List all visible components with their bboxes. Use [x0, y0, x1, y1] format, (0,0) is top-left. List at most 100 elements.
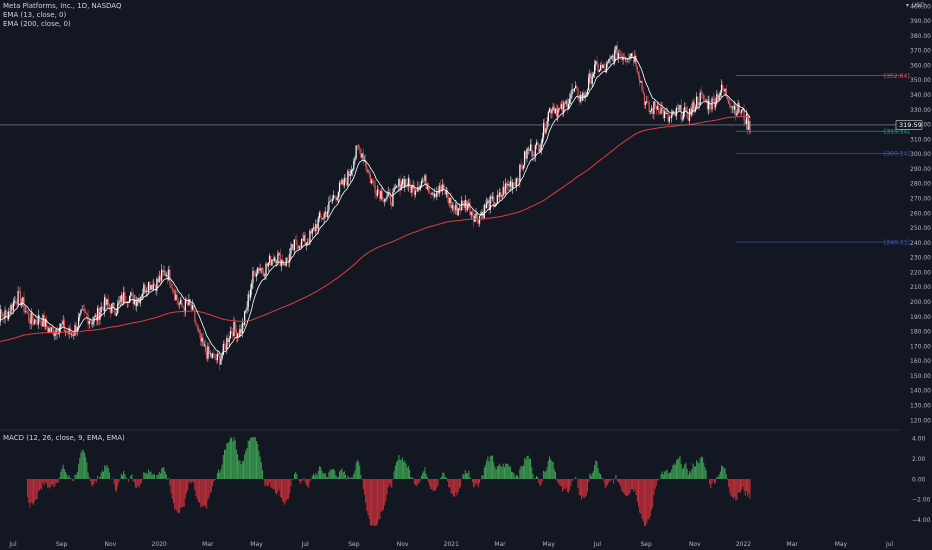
- macd-bar: [352, 477, 354, 479]
- candle-body: [268, 255, 271, 263]
- price-axis[interactable]: 400.00 390.00 380.00 370.00 360.00 350.00 340.…: [910, 3, 931, 424]
- candle-body: [118, 301, 120, 304]
- candle-body: [185, 300, 188, 304]
- candle-body: [687, 118, 689, 121]
- candle-body: [353, 161, 355, 170]
- macd-bar: [413, 479, 415, 485]
- candle-body: [134, 299, 137, 306]
- macd-bar: [410, 477, 412, 479]
- macd-bar: [48, 479, 50, 488]
- macd-bar: [328, 472, 330, 479]
- macd-bar: [397, 460, 399, 479]
- candle-body: [701, 93, 704, 95]
- candle-body: [36, 322, 38, 325]
- macd-bar: [227, 442, 229, 479]
- candle-body: [206, 351, 208, 359]
- time-tick-label: Sep: [348, 541, 360, 548]
- currency-selector[interactable]: ▾ USD: [906, 2, 925, 9]
- macd-bar: [324, 473, 326, 479]
- macd-bar: [363, 479, 365, 495]
- macd-bar: [496, 466, 498, 479]
- macd-bar: [195, 479, 197, 497]
- macd-bar: [323, 473, 325, 479]
- candle-body: [318, 212, 320, 219]
- candle-body: [413, 185, 415, 196]
- candle-body: [723, 90, 725, 92]
- macd-bar: [642, 479, 644, 522]
- macd-bar: [108, 472, 110, 479]
- candle-body: [83, 309, 86, 311]
- candle-body: [429, 192, 431, 194]
- time-axis[interactable]: Jul Sep Nov 2020 Mar May Jul Sep Nov 2021 Mar May Ju…: [8, 541, 893, 548]
- candle-body: [254, 272, 256, 277]
- macd-bar: [379, 479, 381, 520]
- candle-body: [305, 243, 307, 245]
- candle-body: [79, 313, 81, 318]
- macd-bar: [550, 459, 552, 479]
- candle-body: [110, 306, 112, 313]
- candle-body: [216, 353, 218, 361]
- candle-body: [220, 358, 222, 365]
- candle-body: [106, 299, 108, 305]
- candle-body: [685, 106, 687, 108]
- candle-body: [272, 259, 274, 261]
- candle-body: [361, 153, 363, 158]
- candle-body: [92, 321, 94, 325]
- macd-bar: [366, 479, 368, 511]
- macd-title[interactable]: MACD (12, 26, close, 9, EMA, EMA): [3, 434, 125, 442]
- price-tick-label: 400.00: [910, 3, 931, 10]
- candle-body: [68, 328, 70, 334]
- candle-body: [191, 305, 194, 310]
- candle-body: [322, 218, 324, 220]
- macd-bar: [471, 479, 473, 483]
- candle-body: [45, 319, 48, 328]
- macd-bar: [260, 462, 262, 479]
- macd-bar: [399, 459, 401, 479]
- candle-body: [56, 329, 58, 334]
- candle-body: [452, 205, 455, 210]
- candle-body: [86, 312, 88, 316]
- macd-bar: [581, 479, 583, 500]
- candle-body: [314, 227, 316, 232]
- macd-bar: [229, 437, 231, 479]
- candle-body: [596, 61, 598, 64]
- macd-bar: [439, 478, 441, 479]
- candle-body: [389, 194, 392, 205]
- macd-bar: [702, 457, 704, 479]
- macd-bar: [361, 479, 363, 481]
- chevron-down-icon[interactable]: ▾: [906, 2, 909, 9]
- macd-bar: [543, 470, 545, 479]
- symbol-title[interactable]: Meta Platforms, Inc., 1D, NASDAQ: [3, 2, 122, 10]
- price-tick-label: 280.00: [910, 181, 931, 188]
- candle-body: [143, 284, 145, 294]
- ema200-legend[interactable]: EMA (200, close, 0): [3, 20, 71, 28]
- macd-axis[interactable]: 4.00 2.00 0.00 −2.00 −4.00: [912, 436, 931, 525]
- candle-body: [379, 191, 381, 199]
- candle-body: [557, 109, 559, 117]
- candle-body: [225, 345, 227, 350]
- macd-bar: [562, 479, 564, 492]
- macd-bar: [350, 477, 352, 479]
- candle-body: [129, 295, 131, 303]
- candle-body: [30, 312, 32, 324]
- candle-body: [292, 244, 294, 251]
- macd-bar: [731, 479, 733, 498]
- time-tick-label: Jul: [301, 541, 310, 548]
- candle-body: [728, 99, 730, 105]
- candle-body: [340, 182, 342, 184]
- macd-bar: [385, 479, 387, 501]
- ema13-legend[interactable]: EMA (13, close, 0): [3, 11, 67, 19]
- candle-body: [393, 187, 395, 192]
- candle-body: [2, 313, 4, 317]
- candle-body: [131, 292, 133, 294]
- currency-label[interactable]: USD: [912, 2, 925, 9]
- candle-body: [673, 111, 675, 113]
- last-price-tag: 319.59: [895, 120, 923, 130]
- candle-body: [397, 186, 399, 187]
- macd-bar: [424, 467, 426, 479]
- macd-bar: [270, 479, 272, 488]
- macd-bar: [718, 474, 720, 479]
- macd-bar: [457, 479, 459, 492]
- candle-body: [246, 307, 248, 311]
